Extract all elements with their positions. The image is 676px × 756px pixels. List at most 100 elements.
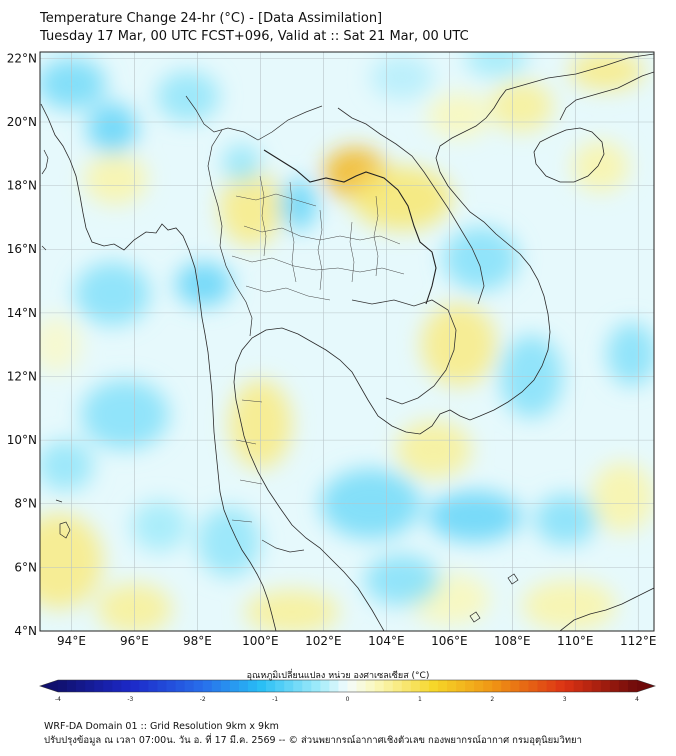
colorbar-segment [302, 680, 312, 692]
field-anomaly-blob [80, 379, 170, 450]
colorbar-tick-label: 1 [418, 696, 422, 703]
colorbar-segment [76, 680, 86, 692]
longitude-tick-label: 102°E [305, 634, 342, 648]
border-thailand-myanmar [207, 129, 253, 337]
field-anomaly-blob [87, 102, 138, 154]
colorbar-segment [437, 680, 448, 692]
colorbar-tick-label: -3 [127, 696, 133, 703]
colorbar-tick-label: -1 [272, 696, 278, 703]
colorbar-tick-label: 4 [635, 696, 639, 703]
colorbar-segment [238, 680, 249, 692]
colorbar-segment [582, 680, 593, 692]
latitude-tick-label: 22°N [7, 51, 37, 65]
colorbar-segment [148, 680, 158, 692]
coastline-andaman-west [40, 103, 277, 631]
colorbar-segment [139, 680, 149, 692]
field-anomaly-blob [175, 261, 233, 307]
field-anomaly-blob [84, 153, 148, 205]
longitude-tick-label: 110°E [557, 634, 594, 648]
colorbar-segment [374, 680, 385, 692]
field-anomaly-blob [131, 500, 188, 552]
longitude-tick-label: 104°E [368, 634, 405, 648]
colorbar-segment [401, 680, 412, 692]
islands-south-china-sea [469, 573, 519, 623]
colorbar-segment [474, 680, 484, 692]
colorbar-segment [501, 680, 511, 692]
colorbar-segment [365, 680, 376, 692]
field-anomaly-blob [591, 462, 654, 533]
longitude-labels: 94°E 96°E 98°E 100°E 102°E 104°E 106°E 108°E 110… [57, 634, 656, 648]
colorbar-segment [410, 680, 421, 692]
colorbar-segment [320, 680, 330, 692]
latitude-tick-label: 10°N [7, 433, 37, 447]
colorbar-tick-label: 0 [346, 696, 350, 703]
colorbar-max-arrow [637, 680, 655, 692]
field-anomaly-blob [572, 141, 629, 192]
colorbar-segment [284, 680, 294, 692]
footer: WRF-DA Domain 01 :: Grid Resolution 9km … [44, 720, 582, 748]
coastline-south-china [559, 71, 654, 121]
colorbar-segment [58, 680, 68, 692]
border-thailand-laos [263, 149, 437, 305]
longitude-tick-label: 100°E [242, 634, 279, 648]
colorbar-segment [166, 680, 177, 692]
field-anomaly-blob [370, 55, 434, 100]
colorbar-segment [591, 680, 602, 692]
latitude-tick-label: 12°N [7, 369, 37, 383]
latitude-tick-label: 6°N [14, 560, 37, 574]
field-anomaly-blob [606, 322, 654, 387]
colorbar-segment [392, 680, 403, 692]
field-anomaly-blob [443, 226, 519, 291]
field-anomaly-blob [427, 491, 522, 542]
title-line-1: Temperature Change 24-hr (°C) - [Data As… [40, 11, 383, 26]
colorbar-segment [483, 680, 493, 692]
coastline-borneo [559, 587, 654, 631]
colorbar: -4 -3 -2 -1 0 1 2 3 4 [39, 679, 656, 703]
colorbar-min-arrow [40, 680, 58, 692]
colorbar-segment [94, 680, 104, 692]
colorbar-segment [564, 680, 575, 692]
colorbar-segment [573, 680, 584, 692]
coastline-hainan [533, 127, 605, 183]
latitude-tick-label: 16°N [7, 242, 37, 256]
coastlines-and-borders [40, 53, 654, 631]
map-frame [39, 51, 655, 632]
colorbar-segment [157, 680, 167, 692]
colorbar-segment [275, 680, 285, 692]
field-anomaly-blob [568, 52, 645, 91]
colorbar-segment [492, 680, 502, 692]
colorbar-segment [85, 680, 95, 692]
colorbar-segment [555, 680, 566, 692]
footer-line-2: ปรับปรุงข้อมูล ณ เวลา 07:00น. วัน อ. ที่… [44, 735, 582, 746]
colorbar-title: อุณหภูมิเปลี่ยนแปลง หน่วย องศาเซลเซียส (… [246, 671, 430, 681]
colorbar-segment [609, 680, 620, 692]
graticule [40, 52, 654, 631]
field-anomaly-blob [351, 166, 453, 231]
field-anomaly-blob [534, 494, 598, 546]
colorbar-segment [184, 680, 195, 692]
latitude-tick-label: 18°N [7, 179, 37, 193]
longitude-tick-label: 98°E [183, 634, 212, 648]
field-anomaly-blob [364, 554, 440, 606]
colorbar-segment [519, 680, 529, 692]
colorbar-tick-label: -2 [200, 696, 206, 703]
colorbar-segment [130, 680, 140, 692]
island-andaman [41, 149, 71, 539]
field-anomaly-blob [74, 261, 151, 326]
field-anomaly-blob [427, 93, 491, 138]
colorbar-segment [103, 680, 113, 692]
latitude-tick-label: 8°N [14, 497, 37, 511]
field-anomaly-blob [222, 144, 261, 183]
colorbar-segment [257, 680, 267, 692]
longitude-tick-label: 108°E [494, 634, 531, 648]
colorbar-segment [229, 680, 240, 692]
footer-line-1: WRF-DA Domain 01 :: Grid Resolution 9km … [44, 721, 279, 732]
temperature-change-field [40, 52, 654, 631]
colorbar-segment [428, 680, 439, 692]
colorbar-segment [383, 680, 394, 692]
province-lines [231, 175, 405, 523]
latitude-tick-label: 20°N [7, 115, 37, 129]
colorbar-segment [112, 680, 122, 692]
field-anomaly-blob [244, 589, 340, 631]
